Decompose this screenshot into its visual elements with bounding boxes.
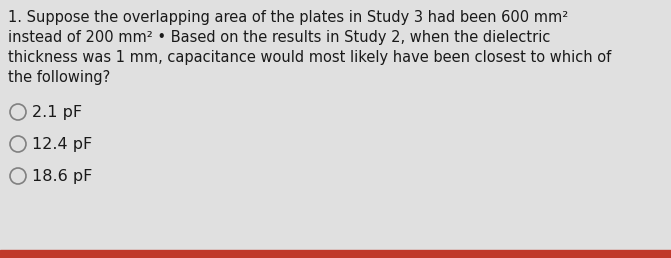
Text: 1. Suppose the overlapping area of the plates in Study 3 had been 600 mm²: 1. Suppose the overlapping area of the p… bbox=[8, 10, 568, 25]
Text: 12.4 pF: 12.4 pF bbox=[32, 136, 92, 151]
Text: instead of 200 mm² • Based on the results in Study 2, when the dielectric: instead of 200 mm² • Based on the result… bbox=[8, 30, 550, 45]
Text: thickness was 1 mm, capacitance would most likely have been closest to which of: thickness was 1 mm, capacitance would mo… bbox=[8, 50, 611, 65]
Text: 2.1 pF: 2.1 pF bbox=[32, 104, 82, 119]
Text: 18.6 pF: 18.6 pF bbox=[32, 168, 93, 183]
Bar bbox=[0, 250, 671, 258]
Text: the following?: the following? bbox=[8, 70, 110, 85]
